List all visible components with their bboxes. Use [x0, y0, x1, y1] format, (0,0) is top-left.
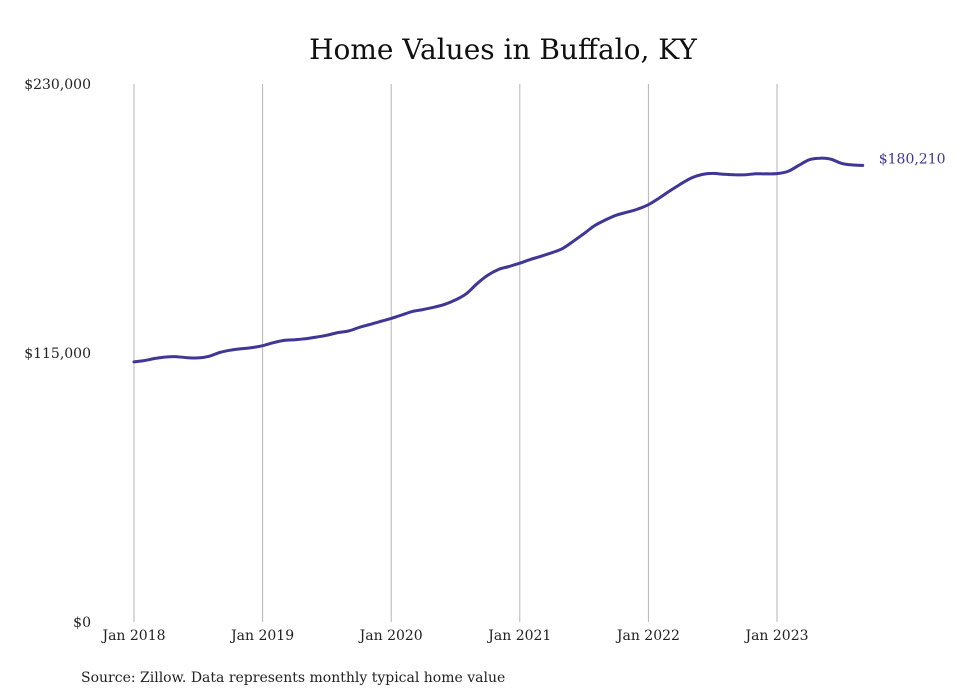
- x-tick-label: Jan 2022: [615, 628, 680, 644]
- chart-title: Home Values in Buffalo, KY: [309, 33, 697, 66]
- source-note: Source: Zillow. Data represents monthly …: [81, 670, 505, 686]
- y-tick-label: $230,000: [24, 77, 91, 93]
- x-tick-label: Jan 2019: [229, 628, 294, 644]
- vertical-gridlines: [133, 84, 778, 622]
- home-value-line: [132, 156, 865, 364]
- latest-value-label: $180,210: [879, 151, 946, 167]
- x-tick-label: Jan 2023: [743, 628, 808, 644]
- y-tick-label: $0: [73, 615, 91, 631]
- y-tick-label: $115,000: [24, 346, 91, 362]
- x-axis-tick-labels: Jan 2018 Jan 2019 Jan 2020 Jan 2021 Jan 2022…: [100, 628, 808, 644]
- y-axis-tick-labels: $230,000 $115,000 $0: [24, 77, 91, 631]
- x-tick-label: Jan 2021: [486, 628, 551, 644]
- x-tick-label: Jan 2020: [358, 628, 423, 644]
- x-tick-label: Jan 2018: [100, 628, 165, 644]
